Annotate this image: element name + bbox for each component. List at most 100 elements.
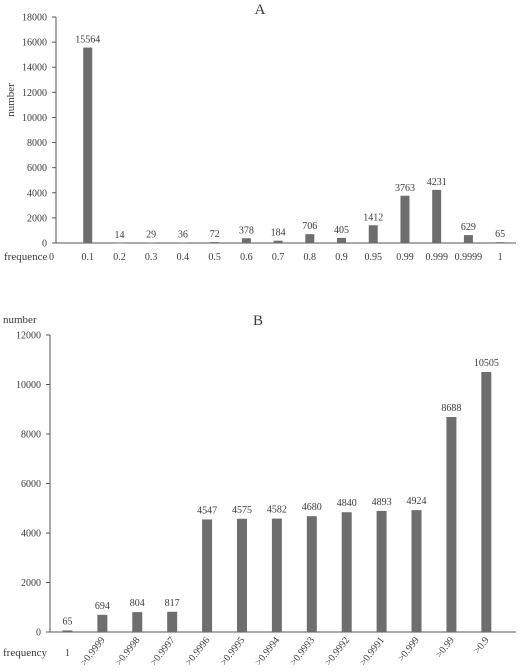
chart-b-bar xyxy=(132,612,143,632)
chart-b-bar xyxy=(341,512,352,632)
chart-a-bar xyxy=(178,242,188,244)
chart-b-data-label: 817 xyxy=(165,598,180,609)
chart-a-data-label: 1412 xyxy=(363,212,383,223)
chart-b-x-tick-label: >0.9996 xyxy=(183,635,212,668)
chart-a-y-tick-label: 16000 xyxy=(22,38,47,49)
chart-b-x-tick-label: >0.99 xyxy=(434,635,457,660)
chart-a-y-tick-label: 14000 xyxy=(22,63,47,74)
chart-b-x-label: frequency xyxy=(3,647,47,659)
chart-a-x-tick-label: 0.5 xyxy=(208,252,221,263)
chart-b-x-tick-label: >0.9999 xyxy=(79,635,108,668)
chart-b-data-label: 4680 xyxy=(302,502,322,513)
chart-a-x-tick-label: 1 xyxy=(498,252,503,263)
chart-a-bar xyxy=(400,195,410,243)
chart-a-x-tick-label: 0.99 xyxy=(396,252,414,263)
chart-a-data-label: 29 xyxy=(146,230,156,241)
chart-a-data-label: 65 xyxy=(495,229,505,240)
chart-b-x-tick-label: >0.999 xyxy=(396,635,422,664)
chart-b-x-tick-label: >0.9993 xyxy=(288,635,317,668)
chart-a-x-start-label: 0 xyxy=(49,252,54,263)
chart-b-x-tick-label: >0.9995 xyxy=(218,635,247,668)
chart-a-bar xyxy=(368,225,378,243)
chart-a-y-tick-label: 8000 xyxy=(27,138,47,149)
chart-a-x-tick-label: 0.2 xyxy=(113,252,126,263)
chart-b-x-tick-label: 1 xyxy=(65,648,70,659)
chart-b-y-tick-label: 8000 xyxy=(21,430,41,441)
chart-b-bar xyxy=(97,614,108,632)
chart-b-y-label: number xyxy=(3,314,37,326)
chart-a-y-tick-label: 4000 xyxy=(27,188,47,199)
chart-a-y-tick-label: 10000 xyxy=(22,113,47,124)
chart-a-x-tick-label: 0.95 xyxy=(364,252,382,263)
chart-a-bar xyxy=(305,234,315,243)
chart-b-y-tick-label: 6000 xyxy=(21,479,41,490)
chart-b-bar xyxy=(446,416,457,632)
chart-a-bar xyxy=(241,238,251,243)
chart-a-data-label: 15564 xyxy=(75,35,100,46)
chart-a-bar xyxy=(83,47,93,244)
chart-a-y-label: number xyxy=(5,83,17,117)
chart-a-y-tick-label: 6000 xyxy=(27,163,47,174)
chart-b-x-tick-label: >0.9991 xyxy=(358,635,387,668)
chart-b-data-label: 804 xyxy=(130,598,145,609)
chart-a-bar xyxy=(273,240,283,243)
chart-b-data-label: 4547 xyxy=(197,505,217,516)
chart-b-x-tick-label: >0.9997 xyxy=(148,635,177,668)
chart-b-bar xyxy=(236,518,247,632)
chart-a-x-tick-label: 0.1 xyxy=(81,252,94,263)
chart-a-bar xyxy=(337,237,347,243)
chart-a-bar xyxy=(210,242,220,243)
chart-a-y-tick-label: 2000 xyxy=(27,213,47,224)
chart-a-data-label: 72 xyxy=(210,229,220,240)
chart-a-data-label: 4231 xyxy=(427,177,447,188)
chart-a-data-label: 3763 xyxy=(395,183,415,194)
chart-b-y-tick-label: 12000 xyxy=(16,331,41,342)
chart-b-bar xyxy=(202,519,213,632)
chart-b-x-tick-label: >0.9994 xyxy=(253,635,282,668)
chart-b-data-label: 4893 xyxy=(372,497,392,508)
chart-b-x-tick-label: >0.9992 xyxy=(323,635,352,668)
chart-a-bar xyxy=(432,189,442,243)
chart-a-data-label: 378 xyxy=(239,225,254,236)
chart-b-data-label: 65 xyxy=(62,616,72,627)
chart-a-data-label: 184 xyxy=(271,228,286,239)
chart-b-y-tick-label: 0 xyxy=(36,628,41,639)
chart-a-x-tick-label: 0.8 xyxy=(304,252,317,263)
chart-b-y-tick-label: 2000 xyxy=(21,578,41,589)
chart-a-bar xyxy=(495,242,505,243)
chart-a-data-label: 14 xyxy=(114,230,124,241)
chart-a-data-label: 706 xyxy=(302,221,317,232)
chart-a-bar xyxy=(146,242,156,244)
chart-b-bar xyxy=(62,630,73,632)
chart-b-bar xyxy=(411,510,422,632)
chart-b-bar xyxy=(271,518,282,632)
chart-a-bar xyxy=(114,242,124,244)
chart-a-x-tick-label: 0.9999 xyxy=(455,252,483,263)
chart-b-data-label: 4575 xyxy=(232,505,252,516)
chart-a-data-label: 405 xyxy=(334,225,349,236)
chart-b-data-label: 694 xyxy=(95,601,110,612)
chart-a-data-label: 36 xyxy=(178,230,188,241)
chart-a-x-label: frequence xyxy=(4,251,47,263)
chart-a-x-tick-label: 0.3 xyxy=(145,252,158,263)
chart-b-title: B xyxy=(253,313,263,329)
chart-a-x-tick-label: 0.999 xyxy=(425,252,448,263)
chart-b-x-tick-label: >0.9998 xyxy=(114,635,143,668)
chart-a-data-label: 629 xyxy=(461,222,476,233)
chart-a-x-tick-label: 0.6 xyxy=(240,252,253,263)
chart-b-data-label: 4840 xyxy=(337,498,357,509)
chart-b-bar xyxy=(481,372,492,632)
chart-b-bar xyxy=(306,516,317,632)
chart-a-x-tick-label: 0.7 xyxy=(272,252,285,263)
chart-a-x-tick-label: 0.9 xyxy=(335,252,348,263)
chart-b-y-tick-label: 4000 xyxy=(21,529,41,540)
chart-a-y-tick-label: 18000 xyxy=(22,13,47,24)
chart-b-bar xyxy=(167,611,178,632)
chart-b-data-label: 4582 xyxy=(267,505,287,516)
chart-b-y-tick-label: 10000 xyxy=(16,380,41,391)
chart-a-y-tick-label: 12000 xyxy=(22,88,47,99)
chart-b-x-tick-label: >0.9 xyxy=(472,635,492,656)
chart-a-x-tick-label: 0.4 xyxy=(177,252,190,263)
